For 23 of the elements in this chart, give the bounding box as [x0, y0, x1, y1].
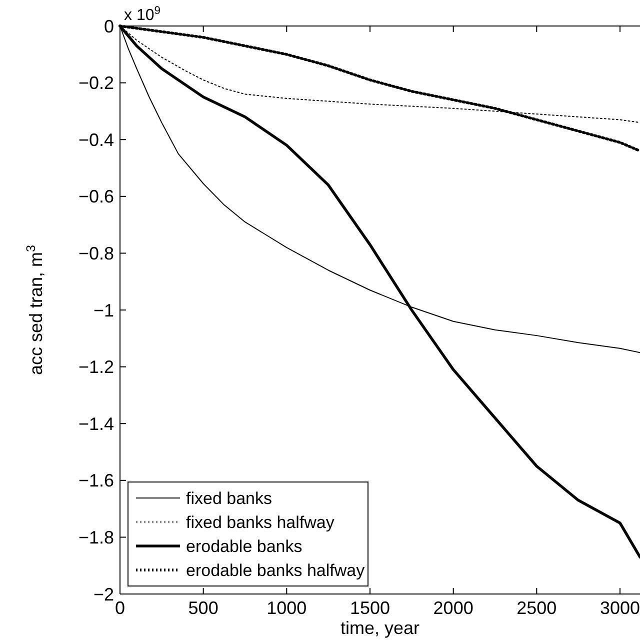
y-tick-label: −0.6	[78, 186, 114, 207]
x-axis-title: time, year	[340, 618, 420, 638]
legend-label: fixed banks	[186, 488, 272, 508]
legend-label: erodable banks halfway	[186, 560, 366, 580]
y-tick-label: −1	[93, 300, 114, 320]
x-tick-label: 500	[188, 598, 218, 618]
y-tick-label: −0.2	[78, 73, 114, 94]
legend-label: erodable banks	[186, 536, 302, 556]
x-tick-label: 2000	[433, 598, 474, 618]
y-tick-label: −1.2	[78, 357, 114, 378]
legend-label: fixed banks halfway	[186, 512, 335, 532]
x-tick-label: 2500	[516, 598, 557, 618]
y-tick-label: −1.6	[78, 470, 114, 491]
x-tick-label: 3000	[600, 598, 640, 618]
x-tick-label: 1000	[266, 598, 307, 618]
y-tick-label: −2	[93, 584, 114, 604]
y-tick-label: −1.8	[78, 528, 114, 548]
x-tick-label: 1500	[350, 598, 390, 618]
text: x 10$^{9}$	[124, 5, 160, 24]
y-tick-label: 0	[104, 16, 114, 36]
y-tick-label: −0.4	[78, 130, 114, 150]
y-tick-label: −1.4	[78, 414, 114, 434]
y-tick-label: −0.8	[78, 244, 114, 264]
